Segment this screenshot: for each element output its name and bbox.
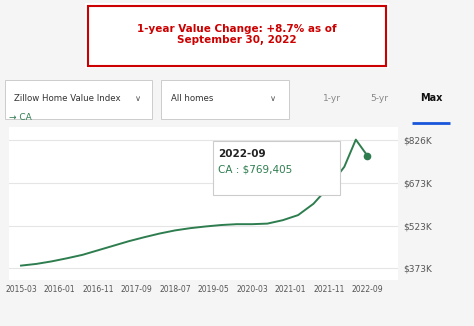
Text: Zillow Home Value Index: Zillow Home Value Index [14,94,121,103]
Text: CA : $769,405: CA : $769,405 [218,164,292,174]
Text: Max: Max [420,93,443,103]
Text: 1-year Value Change: +8.7% as of
September 30, 2022: 1-year Value Change: +8.7% as of Septemb… [137,24,337,45]
FancyBboxPatch shape [88,6,386,66]
Text: 1-yr: 1-yr [323,94,341,103]
Text: → CA: → CA [9,113,32,122]
Text: ∨: ∨ [135,94,141,103]
Text: 5-yr: 5-yr [370,94,388,103]
FancyBboxPatch shape [213,141,340,195]
Text: ∨: ∨ [270,94,276,103]
FancyBboxPatch shape [5,80,152,119]
Text: 2022-09: 2022-09 [218,149,266,159]
Text: All homes: All homes [171,94,213,103]
FancyBboxPatch shape [161,80,289,119]
